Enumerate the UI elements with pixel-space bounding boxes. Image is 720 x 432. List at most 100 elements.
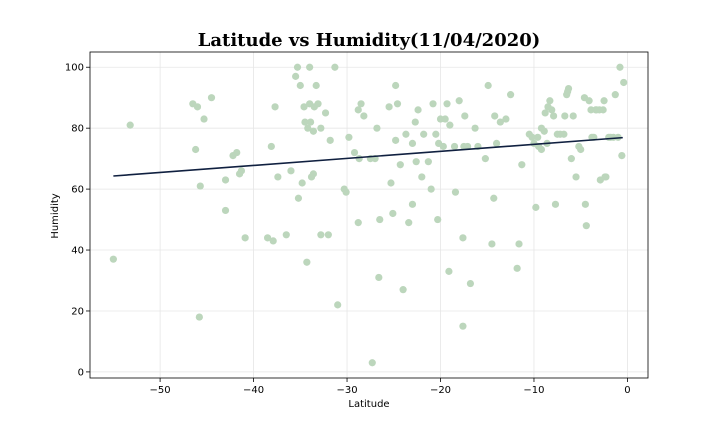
data-point [618,151,626,160]
data-point [515,240,523,248]
data-point [207,94,216,102]
data-point [287,167,295,175]
data-point [354,106,362,114]
data-point [300,103,308,111]
data-point [357,100,365,108]
data-point [334,301,342,309]
data-point [492,139,501,148]
data-point [548,106,556,114]
data-point [441,115,449,123]
data-point [237,167,246,175]
data-point [200,115,208,123]
data-point [439,142,447,151]
y-tick-label: 40 [71,246,84,257]
data-point [195,313,203,321]
data-point [331,63,339,71]
x-axis-label: Latitude [348,399,389,410]
data-point [402,130,410,138]
data-point [546,97,554,105]
data-point [342,188,350,196]
data-point [534,133,542,141]
regression-line [113,136,623,177]
data-point [304,124,312,132]
data-point [221,176,230,184]
data-point [496,118,504,126]
data-point [373,124,381,132]
data-point [326,136,334,144]
y-tick-label: 80 [71,124,84,135]
data-point [306,63,314,71]
data-point [451,188,460,196]
data-point [317,124,325,132]
data-point [549,112,558,120]
data-point [432,130,440,138]
data-point [408,200,417,208]
data-point [375,273,383,282]
data-point [528,133,536,141]
data-point [274,173,282,181]
grid [90,52,648,378]
data-point [471,124,479,132]
data-point [303,258,311,266]
data-point [321,109,330,117]
y-tick-label: 60 [71,185,84,196]
data-point [567,155,575,163]
data-point [551,200,560,208]
data-point [427,185,435,193]
chart-title: Latitude vs Humidity(11/04/2020) [198,30,541,51]
data-point [611,91,619,99]
data-point [408,139,417,148]
data-point [309,127,317,135]
data-point [537,145,546,154]
data-point [424,158,432,166]
data-point [292,72,300,80]
data-point [461,112,469,120]
data-point [561,112,569,120]
data-point [193,103,202,111]
data-point [581,200,589,208]
data-point [221,206,230,215]
data-point [324,231,332,239]
data-point [518,161,526,169]
data-point [434,215,442,224]
data-point [296,81,304,90]
data-point [354,219,362,227]
data-point [317,231,325,239]
data-point [399,286,407,294]
data-point [490,194,498,202]
y-axis-ticks: 0 20 40 60 80 100 [65,63,90,378]
data-point [368,359,376,367]
y-tick-label: 100 [65,63,84,74]
data-point [345,133,353,141]
data-point [507,91,515,99]
data-point [488,240,496,248]
data-point [271,103,279,111]
data-point [293,63,302,71]
data-point [360,112,368,120]
data-point [585,97,593,105]
data-point [282,231,290,239]
data-point [350,148,359,157]
x-tick-label: 0 [624,385,630,396]
data-point [414,106,422,114]
y-axis-label: Humidity [50,193,61,238]
data-point [109,255,117,263]
data-point [560,130,568,138]
data-point [599,106,607,114]
data-point [491,112,499,120]
data-point [306,118,315,126]
data-point [429,100,437,108]
data-point [445,267,453,275]
data-point [376,215,384,224]
data-point [385,103,393,111]
points-layer [109,63,628,367]
y-tick-label: 0 [78,367,84,378]
x-tick-label: −30 [336,385,357,396]
x-tick-label: −40 [243,385,264,396]
data-point [420,130,428,138]
data-point [298,179,306,187]
data-point [196,182,204,190]
x-tick-label: −10 [523,385,544,396]
data-point [466,279,475,288]
